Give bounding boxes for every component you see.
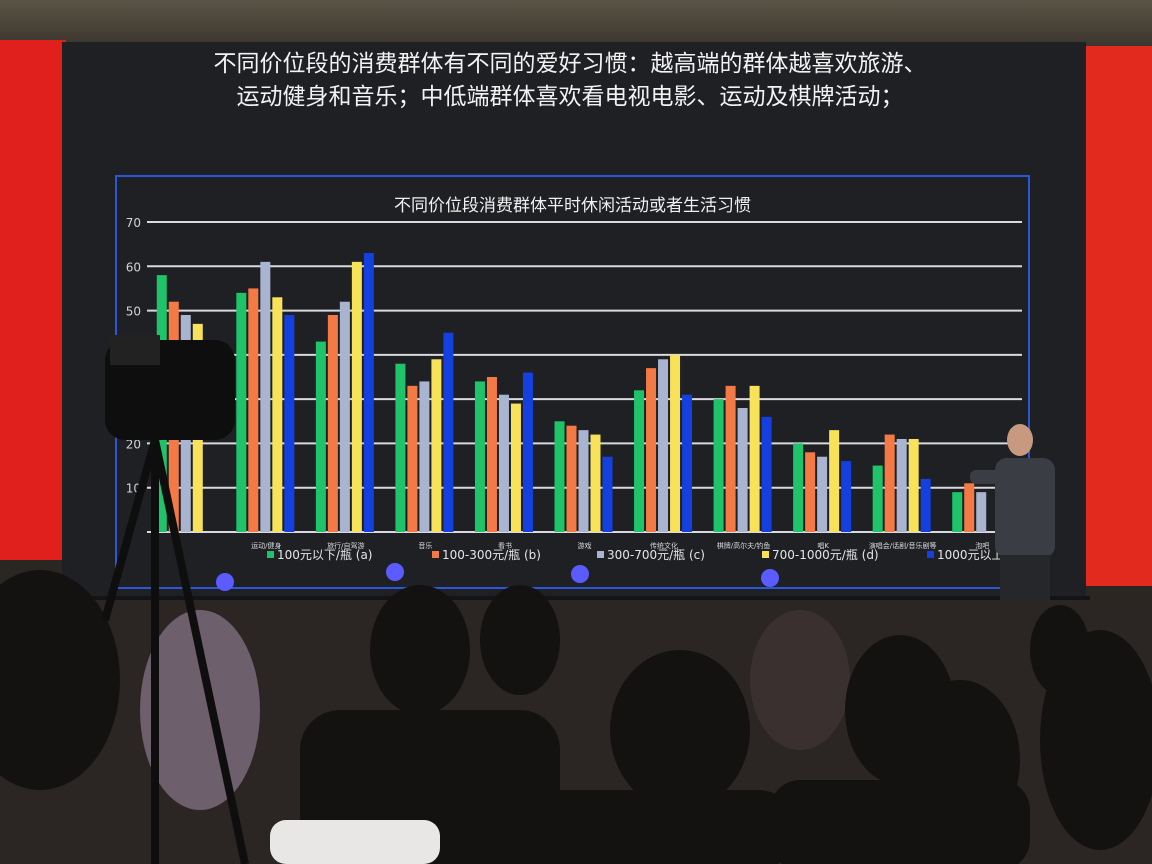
- bar-4: [670, 354, 681, 532]
- bar-1: [872, 465, 883, 532]
- bar-1: [236, 292, 247, 532]
- left-red-panel: [0, 40, 66, 560]
- x-category-label: 泡吧: [975, 541, 989, 550]
- video-camera-on-tripod: [101, 335, 249, 864]
- bar-1: [952, 492, 963, 532]
- legend-swatch: [432, 551, 439, 558]
- bar-2: [327, 315, 338, 532]
- y-tick-label: 20: [126, 437, 141, 451]
- bar-2: [884, 434, 895, 532]
- right-red-panel: [1082, 46, 1152, 586]
- x-category-label: 看书: [498, 541, 512, 550]
- bar-5: [761, 416, 772, 532]
- headline-line-2: 运动健身和音乐；中低端群体喜欢看电视电影、运动及棋牌活动；: [236, 84, 904, 110]
- bar-3: [896, 439, 907, 532]
- audience-silhouettes: [0, 563, 1152, 864]
- bar-1: [634, 390, 645, 532]
- x-category-label: 唱K: [817, 542, 829, 550]
- legend-swatch: [927, 551, 934, 558]
- bar-5: [363, 253, 374, 532]
- bar-2: [486, 377, 497, 532]
- bar-4: [908, 439, 919, 532]
- y-tick-label: 50: [126, 305, 141, 319]
- bar-5: [602, 456, 613, 532]
- legend-swatch: [597, 551, 604, 558]
- bar-1: [713, 399, 724, 532]
- bar-4: [749, 385, 760, 532]
- bar-4: [351, 261, 362, 532]
- bar-3: [339, 301, 350, 532]
- bar-1: [474, 381, 485, 532]
- headline-line-1: 不同价位段的消费群体有不同的爱好习惯：越高端的群体越喜欢旅游、: [213, 51, 927, 77]
- legend-label: 700-1000元/瓶 (d): [772, 548, 879, 562]
- bar-2: [964, 483, 975, 532]
- x-category-label: 旅行/自驾游: [327, 541, 364, 550]
- bar-5: [682, 394, 693, 532]
- bar-2: [407, 385, 418, 532]
- bar-1: [554, 421, 565, 532]
- bar-4: [590, 434, 601, 532]
- bar-1: [315, 341, 326, 532]
- bar-5: [443, 332, 454, 532]
- bar-3: [658, 359, 669, 532]
- bar-2: [646, 368, 657, 532]
- bar-2: [566, 425, 577, 532]
- legend-swatch: [267, 551, 274, 558]
- bar-3: [817, 456, 828, 532]
- bar-3: [976, 492, 987, 532]
- x-category-label: 棋牌/高尔夫/钓鱼: [717, 541, 771, 550]
- bar-5: [841, 461, 852, 532]
- bar-3: [419, 381, 430, 532]
- bar-5: [522, 372, 533, 532]
- bar-5: [920, 478, 931, 532]
- bar-5: [284, 315, 295, 532]
- bar-1: [793, 443, 804, 532]
- x-category-label: 音乐: [418, 541, 432, 550]
- bar-3: [737, 408, 748, 532]
- x-category-label: 传统文化: [650, 541, 678, 550]
- presenter: [970, 424, 1055, 600]
- slide-headline: 不同价位段的消费群体有不同的爱好习惯：越高端的群体越喜欢旅游、 运动健身和音乐；…: [120, 48, 1020, 114]
- bar-4: [431, 359, 442, 532]
- bar-2: [248, 288, 259, 532]
- bar-2: [725, 385, 736, 532]
- x-category-label: 运动/健身: [251, 541, 281, 550]
- bar-3: [260, 261, 271, 532]
- chart-title: 不同价位段消费群体平时休闲活动或者生活习惯: [394, 196, 751, 216]
- bar-4: [510, 403, 521, 532]
- x-category-label: 游戏: [578, 541, 592, 550]
- legend-label: 100元以下/瓶 (a): [277, 548, 372, 562]
- bar-4: [829, 430, 840, 532]
- x-category-label: 演唱会/话剧/音乐剧等: [869, 541, 937, 550]
- bar-4: [272, 297, 283, 532]
- y-tick-label: 60: [126, 260, 141, 274]
- bar-1: [395, 363, 406, 532]
- legend-label: 100-300元/瓶 (b): [442, 548, 541, 562]
- y-tick-label: 70: [126, 216, 141, 230]
- legend-label: 300-700元/瓶 (c): [607, 548, 705, 562]
- venue-ceiling: [0, 0, 1152, 48]
- bar-3: [578, 430, 589, 532]
- bar-2: [805, 452, 816, 532]
- legend-swatch: [762, 551, 769, 558]
- bar-3: [498, 394, 509, 532]
